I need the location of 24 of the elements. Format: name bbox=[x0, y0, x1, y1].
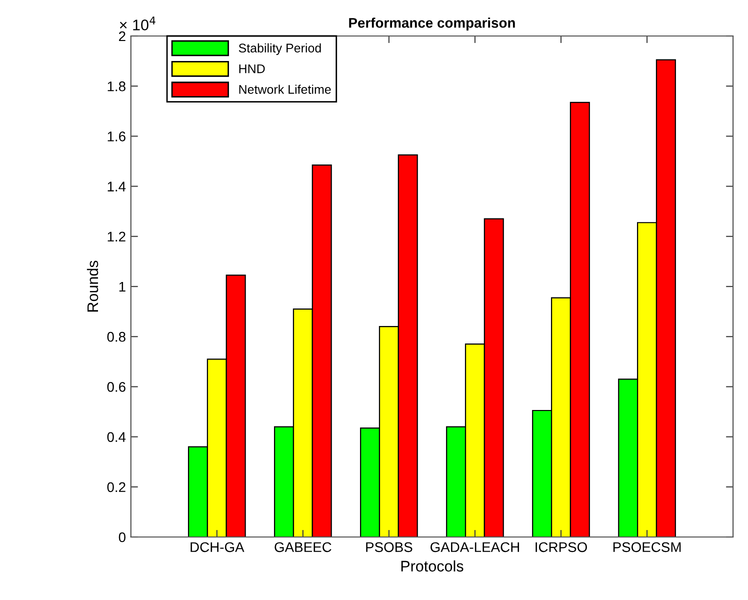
y-tick-label: 1.2 bbox=[108, 232, 126, 242]
y-axis-title: Rounds bbox=[86, 260, 98, 312]
y-tick-label: 0.4 bbox=[107, 432, 126, 442]
text: × 10$^{4}$ bbox=[120, 16, 156, 30]
x-tick-label: GADA-LEACH bbox=[430, 542, 519, 552]
y-tick-label: 1.6 bbox=[108, 132, 126, 142]
x-tick-label: GABEEC bbox=[274, 542, 332, 552]
y-tick-label: 1.8 bbox=[108, 81, 126, 92]
x-axis-title: Protocols bbox=[401, 560, 464, 572]
legend-label: Network Lifetime bbox=[239, 84, 331, 94]
y-tick-label: 2 bbox=[119, 31, 126, 42]
chart-title: Performance comparison bbox=[349, 18, 515, 31]
y-tick-label: 0 bbox=[118, 532, 126, 542]
legend-label: Stability Period bbox=[238, 43, 321, 55]
x-tick-label: PSOECSM bbox=[613, 542, 681, 552]
x-tick-label: PSOBS bbox=[366, 542, 412, 552]
x-tick-label: ICRPSO bbox=[536, 542, 587, 552]
y-tick-label: 0.2 bbox=[107, 482, 126, 492]
x-tick-label: DCH-GA bbox=[190, 542, 244, 552]
y-tick-label: 1.4 bbox=[108, 182, 126, 192]
y-tick-label: 0.6 bbox=[107, 382, 126, 392]
y-tick-label: 0.8 bbox=[107, 332, 126, 342]
legend-label: HND bbox=[239, 64, 265, 74]
y-tick-label: 1 bbox=[119, 282, 126, 292]
